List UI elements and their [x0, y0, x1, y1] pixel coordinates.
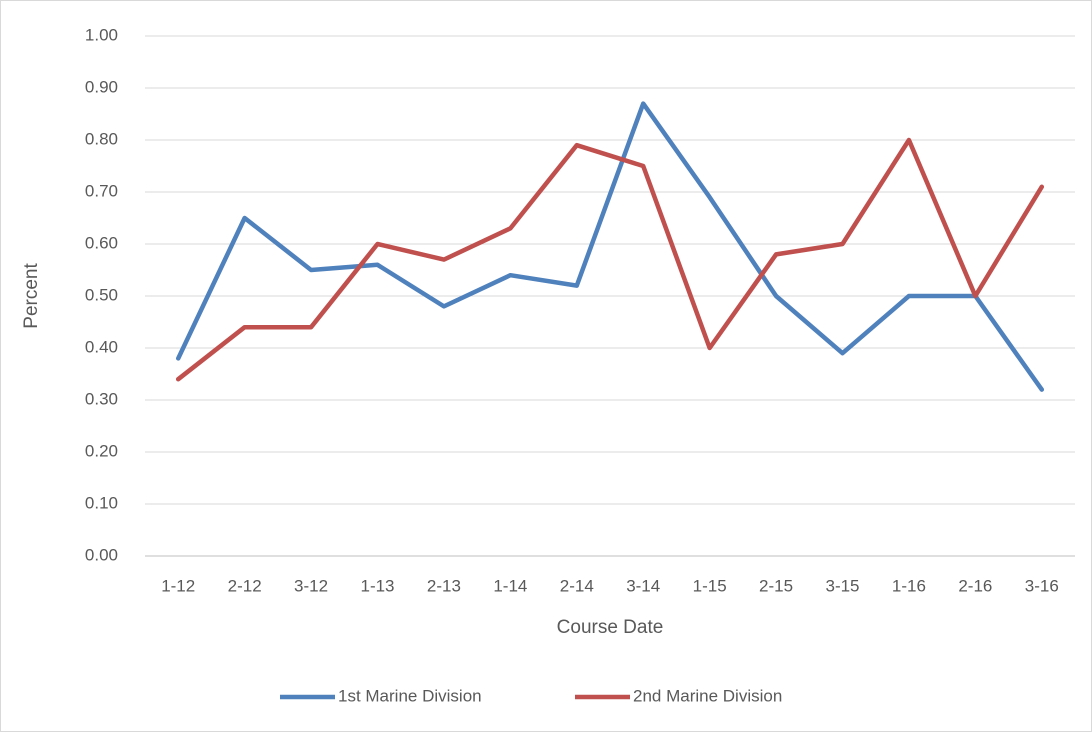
x-tick-label: 2-13 [427, 576, 461, 595]
x-tick-label: 1-14 [493, 576, 527, 595]
x-tick-label: 1-12 [161, 576, 195, 595]
y-tick-label: 0.00 [85, 545, 118, 564]
x-tick-label: 3-14 [626, 576, 660, 595]
y-tick-label: 0.30 [85, 389, 118, 408]
y-tick-label: 1.00 [85, 25, 118, 44]
x-axis-title: Course Date [557, 617, 664, 638]
series-line [175, 137, 1045, 382]
y-tick-label: 0.70 [85, 181, 118, 200]
y-axis-title: Percent [21, 263, 42, 329]
x-tick-label: 3-12 [294, 576, 328, 595]
x-tick-label: 2-15 [759, 576, 793, 595]
x-tick-label: 3-15 [825, 576, 859, 595]
x-tick-label: 3-16 [1025, 576, 1059, 595]
x-tick-label: 1-15 [693, 576, 727, 595]
y-tick-label: 0.20 [85, 441, 118, 460]
x-tick-label: 2-14 [560, 576, 594, 595]
x-tick-label: 1-16 [892, 576, 926, 595]
y-tick-label: 0.60 [85, 233, 118, 252]
legend-label: 2nd Marine Division [633, 686, 782, 705]
x-tick-label: 1-13 [360, 576, 394, 595]
x-tick-label: 2-16 [958, 576, 992, 595]
y-tick-label: 0.90 [85, 77, 118, 96]
series-line [175, 101, 1045, 392]
y-tick-label: 0.40 [85, 337, 118, 356]
y-tick-label: 0.80 [85, 129, 118, 148]
x-tick-label: 2-12 [228, 576, 262, 595]
legend-label: 1st Marine Division [338, 686, 482, 705]
y-tick-label: 0.10 [85, 493, 118, 512]
y-tick-label: 0.50 [85, 285, 118, 304]
